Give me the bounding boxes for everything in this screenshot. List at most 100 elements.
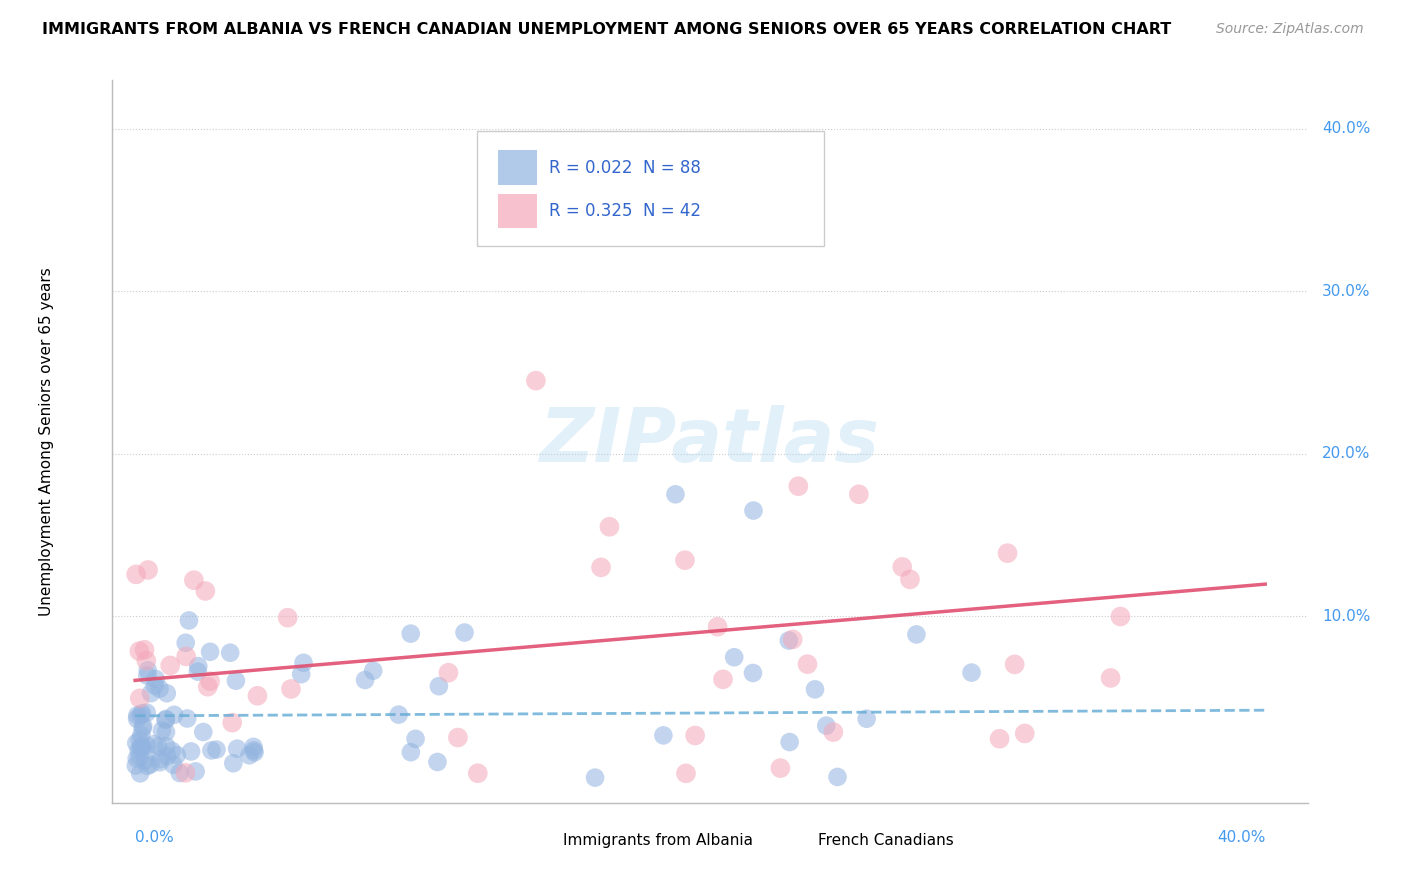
Point [128,691,150,706]
Point [162,757,184,772]
Point [426,755,449,769]
FancyBboxPatch shape [499,194,537,228]
Point [187,659,209,673]
Point [143,679,166,693]
Text: 20.0%: 20.0% [1322,446,1371,461]
Point [723,650,745,665]
Point [988,731,1011,746]
Point [198,645,221,659]
Point [159,658,181,673]
Point [129,740,152,755]
Point [815,718,838,732]
Point [174,636,197,650]
Point [127,708,149,723]
Point [848,487,870,501]
Point [135,654,157,668]
Point [292,656,315,670]
Point [399,626,422,640]
Point [155,725,177,739]
Point [823,725,845,739]
Point [148,739,170,754]
Point [997,546,1019,560]
Point [149,756,172,770]
Point [135,739,157,753]
Point [143,737,166,751]
Point [225,673,247,688]
Point [205,742,228,756]
Point [405,731,427,746]
Point [177,614,200,628]
Point [905,627,928,641]
Point [243,743,266,757]
Point [1004,657,1026,672]
Text: R = 0.022  N = 88: R = 0.022 N = 88 [548,159,700,177]
Point [769,761,792,775]
Point [139,686,162,700]
Point [246,689,269,703]
Point [194,584,217,599]
Point [524,374,547,388]
Point [187,665,209,679]
Point [183,573,205,587]
Point [1099,671,1122,685]
Point [453,625,475,640]
Point [125,567,148,582]
Point [778,633,800,648]
Point [290,667,312,681]
Point [150,723,173,738]
Point [174,765,197,780]
Point [155,712,177,726]
Point [129,766,152,780]
Point [652,728,675,742]
Point [222,756,245,771]
Point [128,733,150,747]
Point [711,673,734,687]
Point [160,744,183,758]
Text: 0.0%: 0.0% [135,830,174,846]
Point [706,620,728,634]
Point [176,711,198,725]
Point [361,664,384,678]
Point [155,739,177,754]
Point [280,681,302,696]
Point [127,712,149,726]
Point [155,713,177,727]
Point [169,766,191,780]
Point [898,573,921,587]
Point [827,770,849,784]
Point [664,487,686,501]
Point [131,721,153,735]
Point [1014,726,1036,740]
Point [242,739,264,754]
Text: Unemployment Among Seniors over 65 years: Unemployment Among Seniors over 65 years [39,268,55,615]
Point [742,503,765,517]
Point [148,681,170,696]
Point [139,757,162,772]
Point [131,728,153,742]
Point [589,560,612,574]
Point [184,764,207,779]
Point [180,744,202,758]
Point [131,740,153,755]
Point [156,749,179,764]
Point [388,707,411,722]
Point [131,739,153,754]
Point [125,751,148,765]
Point [243,745,266,759]
Point [128,743,150,757]
FancyBboxPatch shape [499,151,537,185]
Point [219,646,242,660]
Text: 40.0%: 40.0% [1216,830,1265,846]
Text: 40.0%: 40.0% [1322,121,1371,136]
Point [132,719,155,733]
Point [198,674,221,689]
Point [1109,609,1132,624]
Point [796,657,818,672]
Point [193,725,215,739]
FancyBboxPatch shape [477,131,824,246]
Point [238,748,260,763]
FancyBboxPatch shape [533,833,560,851]
Point [277,610,299,624]
Point [128,749,150,764]
Point [855,712,877,726]
